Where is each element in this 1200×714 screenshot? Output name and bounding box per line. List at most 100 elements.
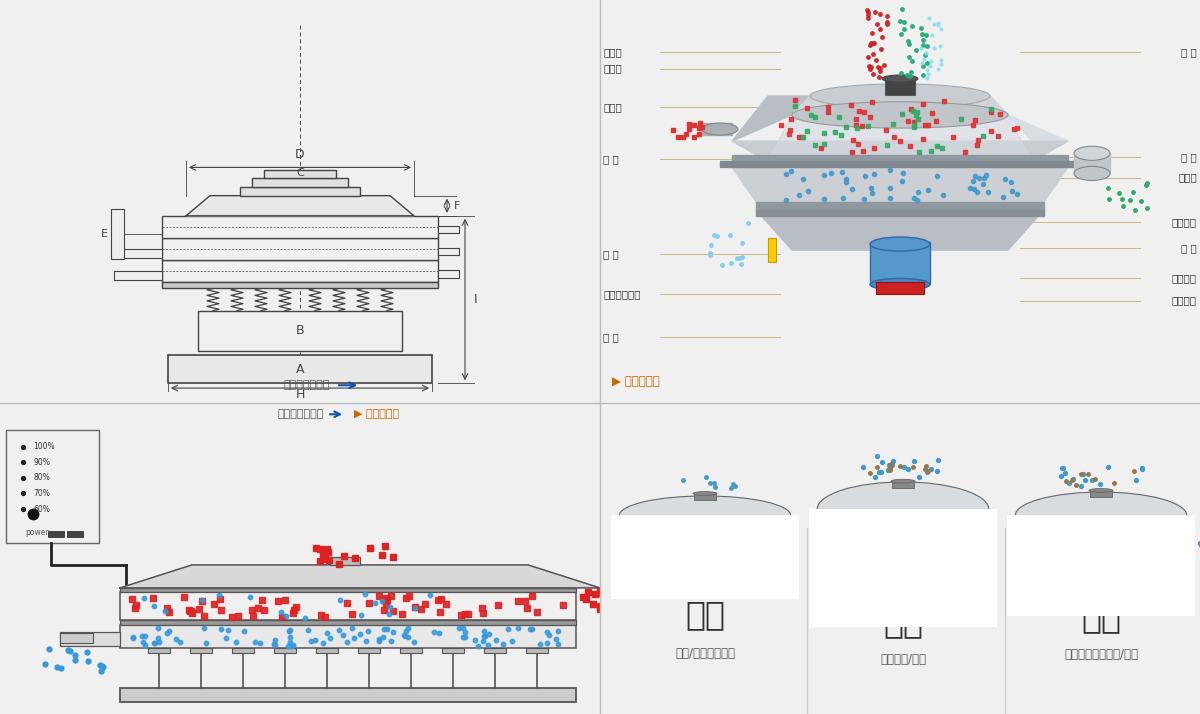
Bar — [1008, 516, 1194, 616]
Bar — [317, 648, 338, 653]
Bar — [886, 79, 916, 95]
Polygon shape — [732, 96, 810, 141]
Text: 筛 网: 筛 网 — [1181, 47, 1198, 57]
Bar — [612, 537, 629, 542]
Ellipse shape — [792, 102, 1008, 128]
Text: 弹 簧: 弹 簧 — [604, 249, 619, 259]
Text: 出料口: 出料口 — [604, 102, 622, 112]
Bar — [1022, 549, 1178, 563]
Text: D: D — [295, 149, 305, 161]
Bar — [1066, 563, 1138, 580]
Text: H: H — [295, 388, 305, 401]
Bar — [162, 216, 438, 238]
Text: 上部重锤: 上部重锤 — [1172, 217, 1198, 227]
Polygon shape — [756, 210, 1044, 250]
Text: 网 架: 网 架 — [1181, 152, 1198, 162]
Bar — [730, 581, 751, 585]
Bar — [866, 573, 940, 590]
Bar — [826, 526, 982, 539]
Bar — [358, 648, 379, 653]
Polygon shape — [756, 210, 1044, 216]
Bar — [485, 648, 506, 653]
Bar — [1022, 516, 1178, 523]
Bar — [438, 226, 458, 233]
Text: B: B — [295, 324, 305, 337]
Bar — [1127, 598, 1147, 602]
Polygon shape — [732, 156, 1068, 161]
Bar — [670, 545, 742, 563]
Polygon shape — [120, 565, 600, 588]
Bar — [60, 633, 94, 643]
Bar — [168, 355, 432, 383]
Bar — [810, 531, 827, 536]
Text: I: I — [474, 293, 478, 306]
Ellipse shape — [920, 579, 934, 585]
Bar — [768, 238, 776, 262]
Text: 去除异物/结块: 去除异物/结块 — [880, 653, 926, 666]
Bar — [149, 648, 170, 653]
Text: F: F — [454, 201, 461, 211]
Bar — [120, 588, 576, 592]
Bar — [1022, 533, 1178, 545]
Text: C: C — [296, 169, 304, 178]
Bar — [888, 578, 918, 588]
Text: 60%: 60% — [34, 505, 50, 513]
Bar — [198, 311, 402, 351]
Ellipse shape — [870, 278, 930, 291]
Ellipse shape — [1090, 488, 1114, 492]
Bar — [826, 560, 982, 573]
Bar — [695, 493, 716, 501]
Bar — [893, 481, 914, 488]
Bar — [120, 688, 576, 702]
Ellipse shape — [1015, 492, 1187, 539]
Text: 单层式: 单层式 — [694, 578, 716, 592]
Bar — [190, 648, 211, 653]
Bar — [695, 581, 716, 585]
Bar — [120, 625, 576, 648]
Polygon shape — [990, 96, 1068, 141]
Ellipse shape — [1074, 146, 1110, 161]
Bar — [264, 170, 336, 178]
Text: A: A — [295, 363, 305, 376]
Bar — [810, 548, 827, 553]
Text: 运输固定螺栓: 运输固定螺栓 — [604, 289, 641, 299]
Bar — [1034, 580, 1166, 585]
Bar — [120, 592, 576, 620]
Bar — [979, 565, 996, 570]
Text: 100%: 100% — [34, 443, 55, 451]
Text: 振动电机: 振动电机 — [1172, 273, 1198, 283]
Ellipse shape — [882, 75, 918, 82]
Text: 除杂: 除杂 — [1081, 601, 1121, 634]
Bar — [1008, 537, 1025, 542]
Text: 进料口: 进料口 — [604, 47, 622, 57]
Bar — [162, 238, 438, 260]
Bar — [48, 531, 64, 537]
Text: 分级: 分级 — [685, 598, 725, 631]
Bar — [838, 590, 970, 596]
Ellipse shape — [619, 496, 791, 535]
Bar — [979, 531, 996, 536]
Bar — [1086, 566, 1116, 578]
Text: 去除液体中的颗粒/异物: 去除液体中的颗粒/异物 — [1064, 648, 1138, 661]
Text: 筛 盘: 筛 盘 — [1181, 243, 1198, 253]
Bar — [67, 531, 83, 537]
Text: 80%: 80% — [34, 473, 49, 483]
Bar — [628, 516, 784, 523]
Text: E: E — [101, 229, 108, 239]
Ellipse shape — [702, 123, 738, 135]
Bar — [527, 648, 548, 653]
Bar — [1178, 537, 1194, 542]
Text: 外形尺寸示意图: 外形尺寸示意图 — [277, 409, 324, 419]
Bar — [782, 537, 798, 542]
Bar — [690, 549, 720, 560]
Text: 三层式: 三层式 — [892, 597, 914, 610]
Text: 70%: 70% — [34, 489, 50, 498]
Text: 束 环: 束 环 — [604, 154, 619, 164]
Bar — [857, 609, 878, 613]
Bar — [628, 533, 784, 545]
Bar — [1091, 491, 1111, 497]
Polygon shape — [186, 196, 414, 216]
Bar — [162, 282, 438, 288]
Bar — [120, 620, 576, 625]
Text: 外形尺寸示意图: 外形尺寸示意图 — [283, 381, 330, 391]
